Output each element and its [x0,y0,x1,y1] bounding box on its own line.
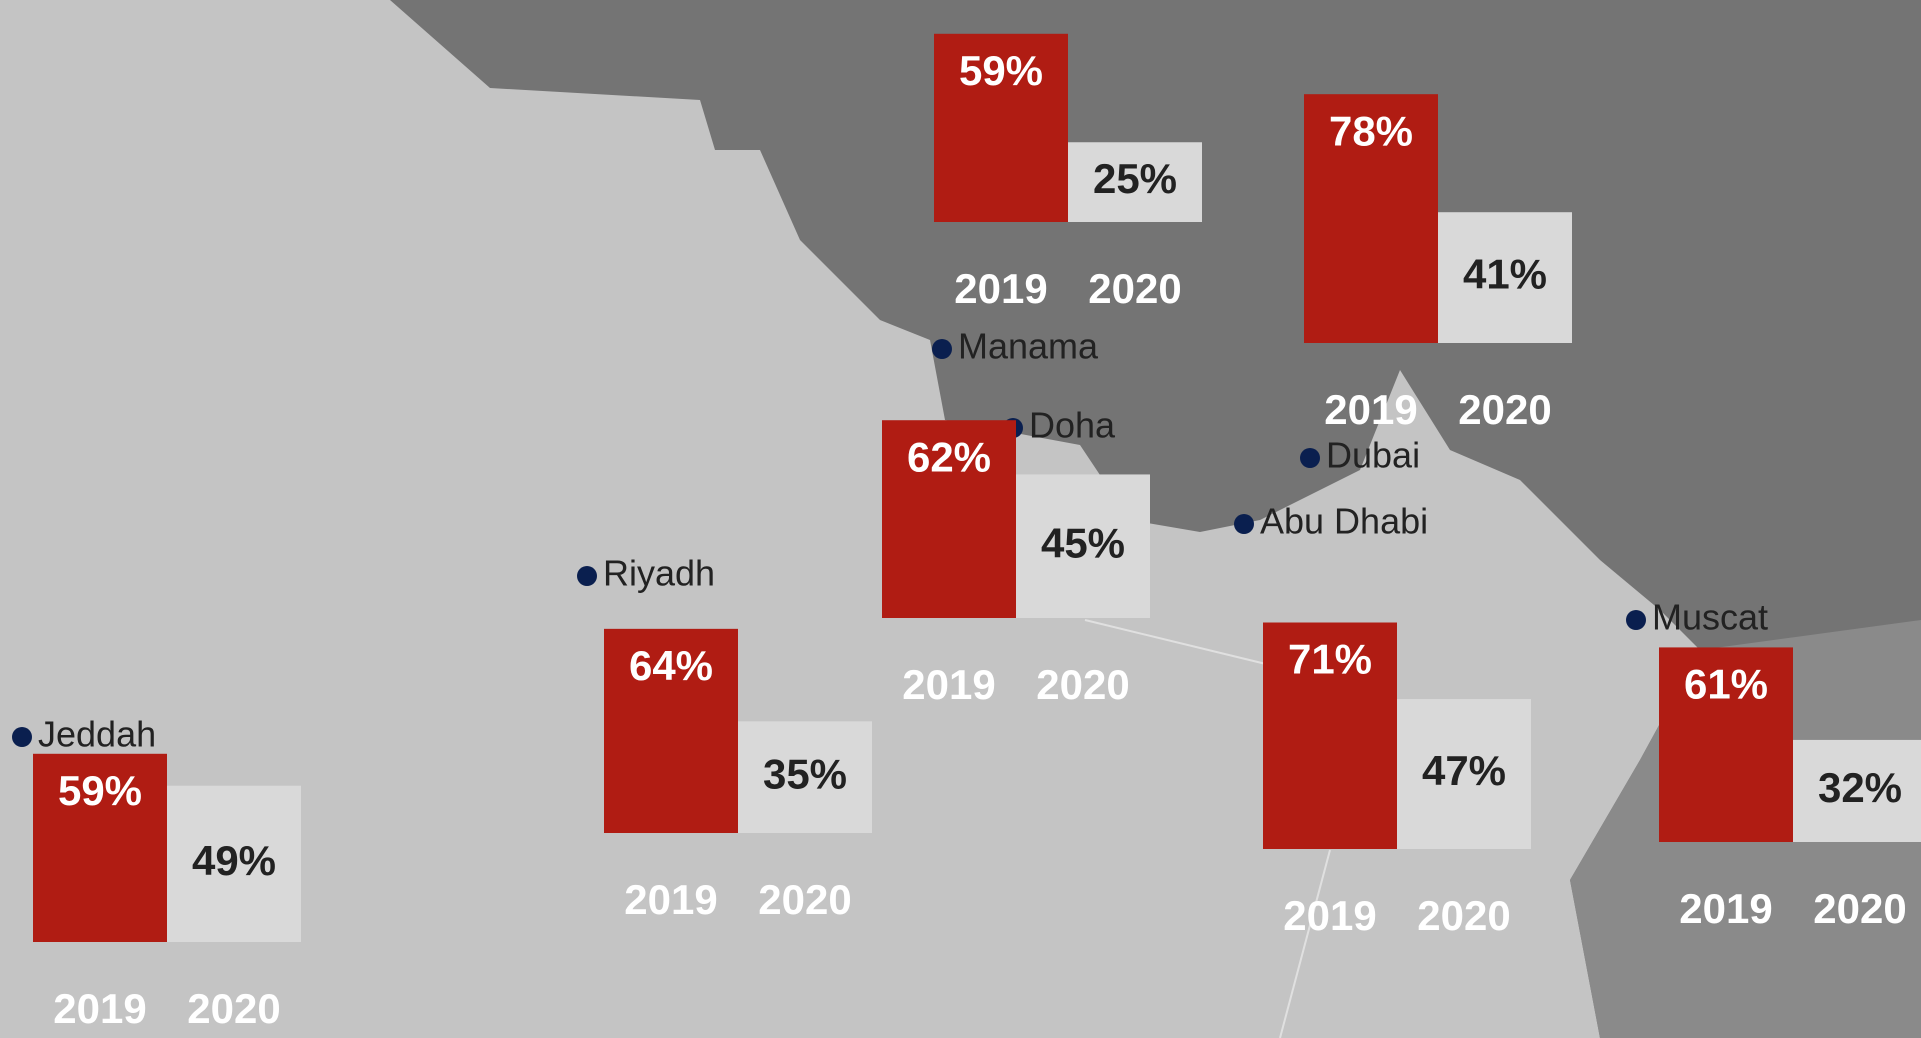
value-label: 59% [959,47,1043,94]
year-label: 2019 [624,876,717,923]
value-label: 62% [907,433,991,480]
city-dot [932,339,952,359]
year-label: 2019 [954,265,1047,312]
value-label: 35% [763,750,847,797]
city-label: Abu Dhabi [1260,501,1428,542]
city-label: Dubai [1326,435,1420,476]
year-label: 2020 [1458,386,1551,433]
value-label: 41% [1463,251,1547,298]
value-label: 45% [1041,519,1125,566]
city-label: Doha [1029,405,1116,446]
city-dot [577,566,597,586]
year-label: 2019 [1283,892,1376,939]
value-label: 32% [1818,764,1902,811]
year-label: 2019 [1324,386,1417,433]
year-label: 2020 [1417,892,1510,939]
year-label: 2020 [1813,885,1906,932]
value-label: 25% [1093,155,1177,202]
city-dot [1626,610,1646,630]
year-label: 2020 [1088,265,1181,312]
value-label: 71% [1288,636,1372,683]
city-label: Muscat [1652,597,1768,638]
city-label: Manama [958,326,1099,367]
year-label: 2020 [187,985,280,1032]
city-dot [1300,448,1320,468]
value-label: 64% [629,642,713,689]
city-label: Jeddah [38,714,156,755]
year-label: 2019 [1679,885,1772,932]
value-label: 78% [1329,107,1413,154]
year-label: 2019 [53,985,146,1032]
value-label: 49% [192,837,276,884]
value-label: 61% [1684,661,1768,708]
city-dot [12,727,32,747]
city-dot [1234,514,1254,534]
year-label: 2019 [902,661,995,708]
year-label: 2020 [758,876,851,923]
city-label: Riyadh [603,553,715,594]
value-label: 59% [58,767,142,814]
year-label: 2020 [1036,661,1129,708]
value-label: 47% [1422,747,1506,794]
map-chart: Jeddah 59% 2019 49% 2020 Riyadh 64% 2019 35% 2020… [0,0,1921,1038]
